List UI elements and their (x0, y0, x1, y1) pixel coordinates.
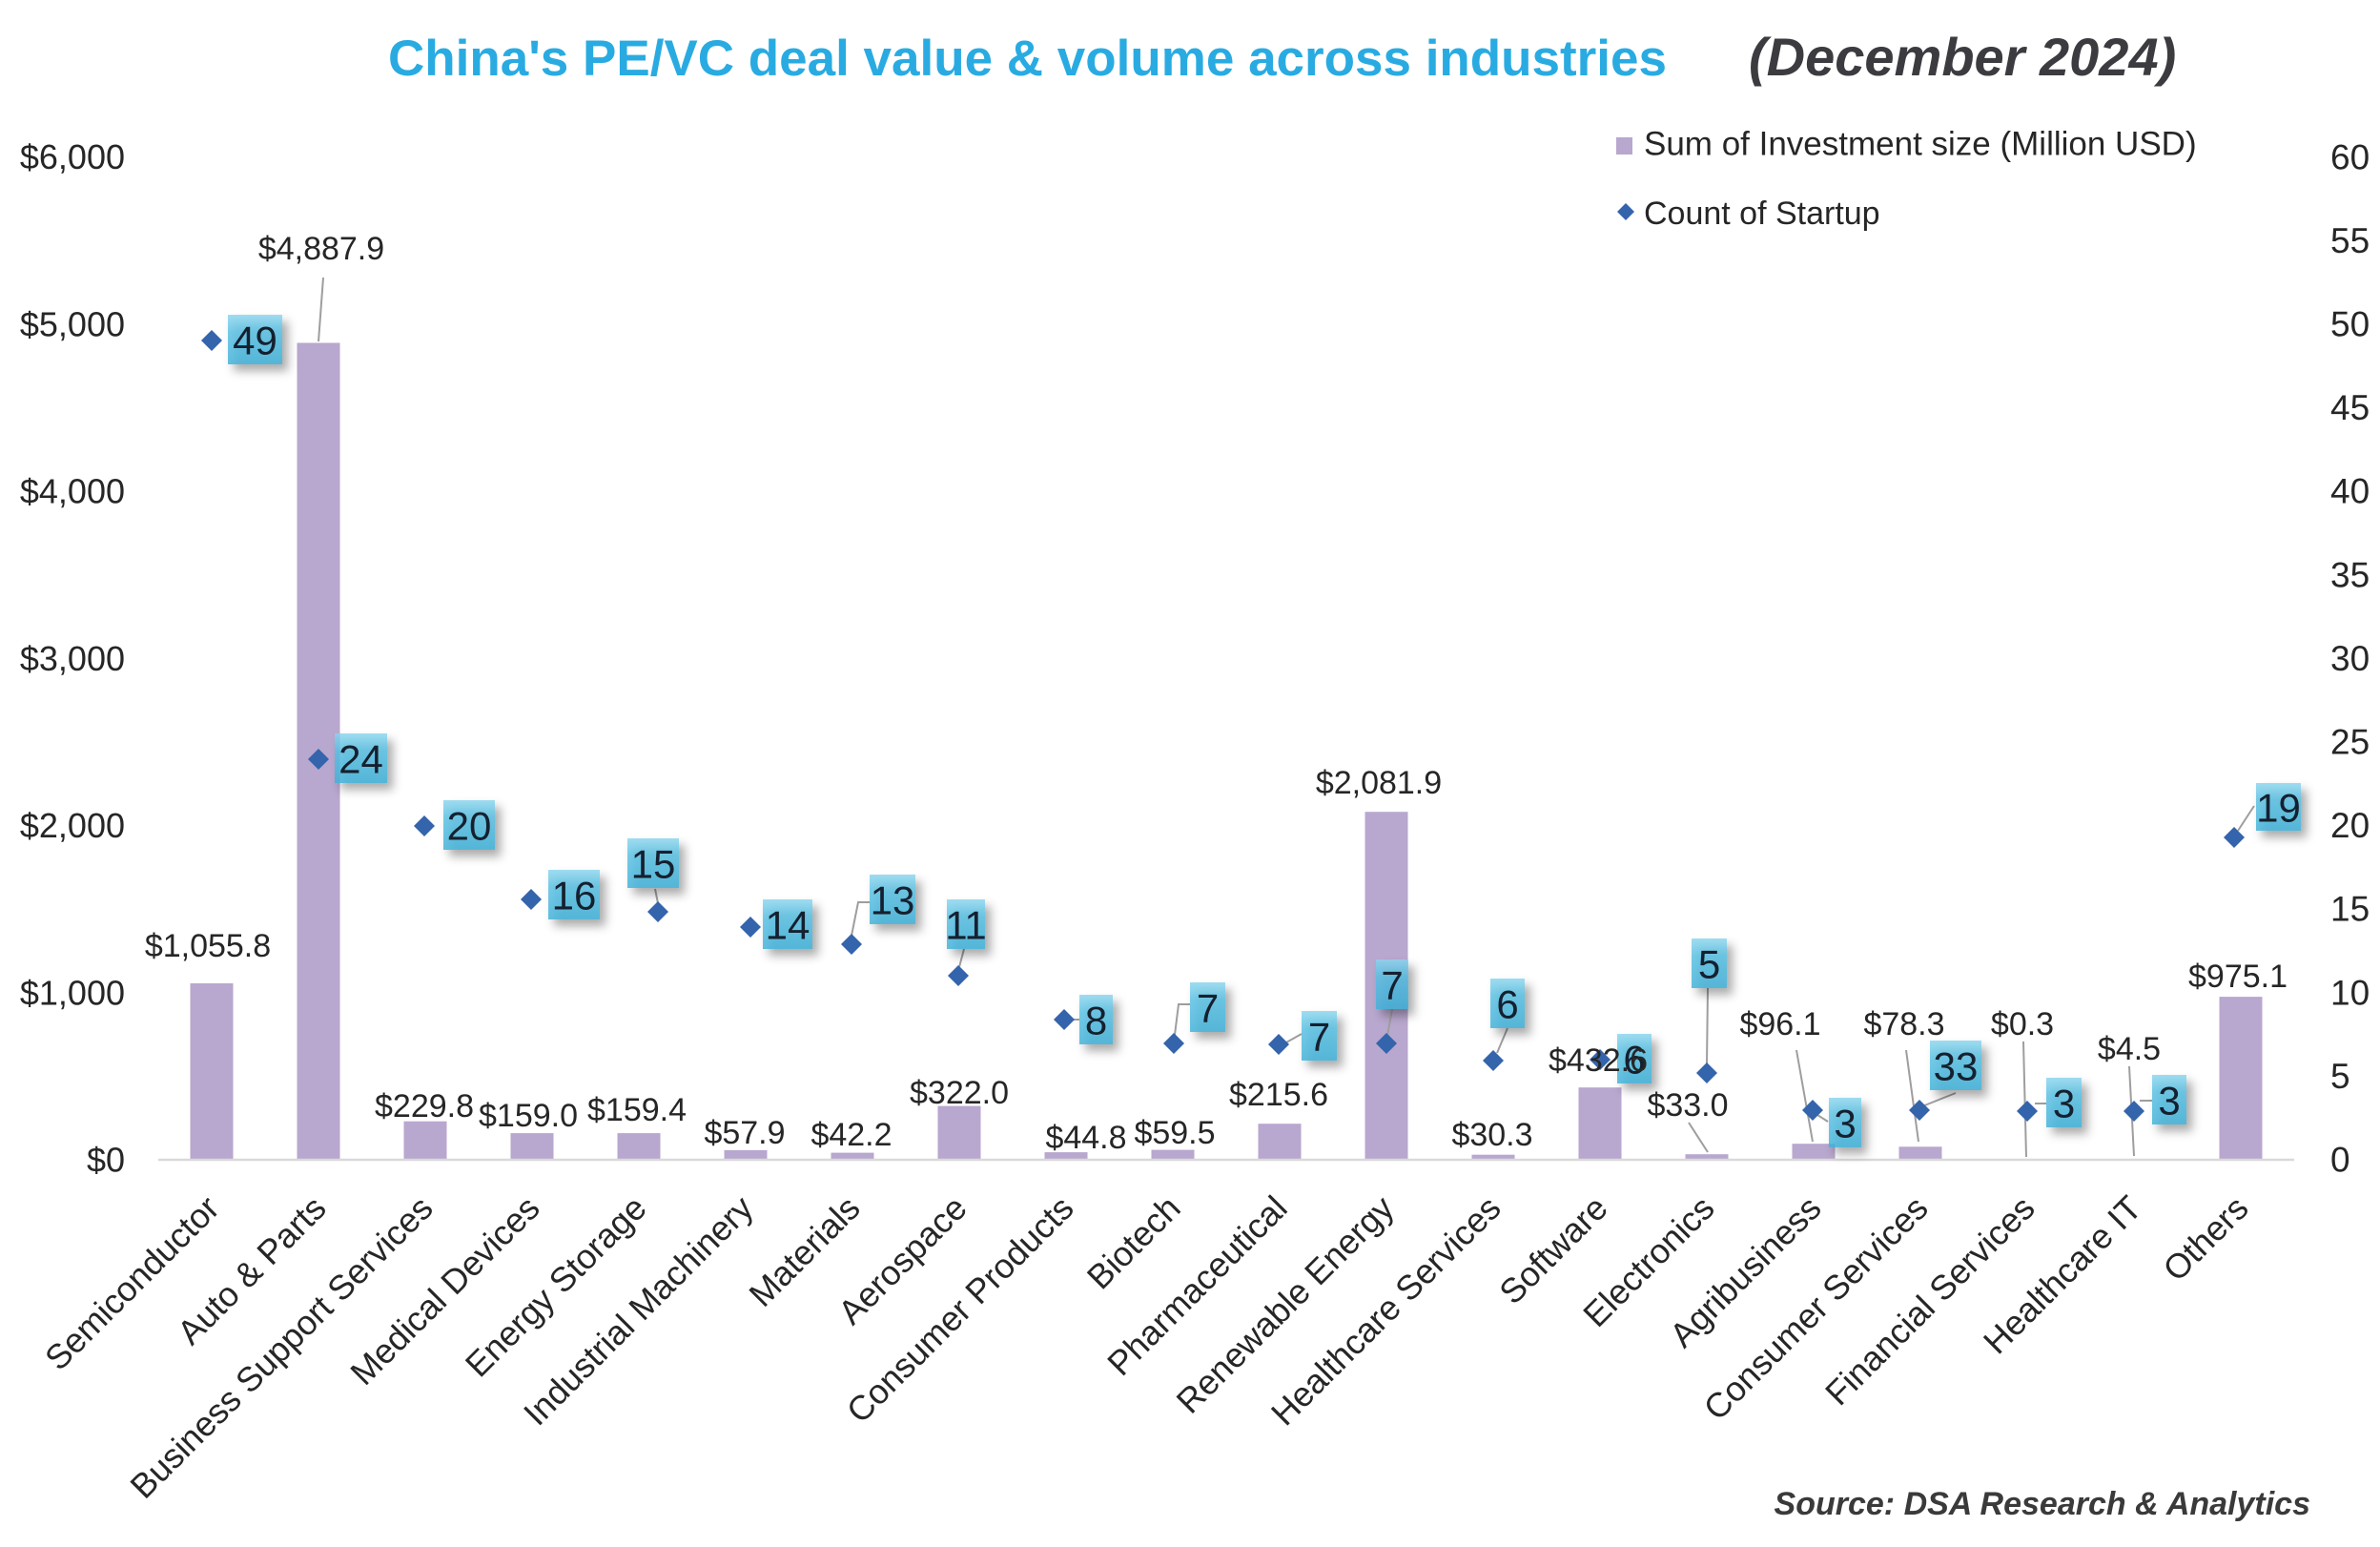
svg-text:5: 5 (2330, 1057, 2350, 1096)
svg-text:7: 7 (1308, 1015, 1330, 1060)
svg-text:$4.5: $4.5 (2098, 1031, 2161, 1067)
svg-text:19: 19 (2256, 786, 2301, 831)
svg-text:30: 30 (2330, 639, 2370, 678)
svg-text:6: 6 (1623, 1038, 1645, 1083)
svg-text:16: 16 (552, 874, 597, 918)
svg-text:$3,000: $3,000 (20, 639, 125, 678)
svg-text:Source: DSA Research & Analyti: Source: DSA Research & Analytics (1775, 1486, 2310, 1522)
svg-text:(December 2024): (December 2024) (1749, 27, 2176, 87)
svg-text:$2,081.9: $2,081.9 (1316, 765, 1442, 801)
svg-text:$30.3: $30.3 (1451, 1117, 1532, 1153)
svg-text:$59.5: $59.5 (1134, 1115, 1215, 1151)
svg-text:8: 8 (1085, 999, 1107, 1043)
svg-text:$42.2: $42.2 (810, 1117, 892, 1153)
svg-text:7: 7 (1381, 963, 1403, 1008)
svg-text:$2,000: $2,000 (20, 806, 125, 845)
svg-text:7: 7 (1197, 986, 1219, 1031)
svg-text:$78.3: $78.3 (1863, 1006, 1944, 1042)
svg-text:3: 3 (2158, 1079, 2180, 1124)
svg-text:49: 49 (233, 319, 277, 363)
svg-text:$229.8: $229.8 (375, 1088, 474, 1124)
svg-text:$57.9: $57.9 (704, 1115, 785, 1151)
svg-text:25: 25 (2330, 723, 2370, 762)
svg-text:$1,000: $1,000 (20, 973, 125, 1012)
svg-text:40: 40 (2330, 472, 2370, 511)
svg-text:5: 5 (1698, 942, 1720, 987)
svg-text:$4,887.9: $4,887.9 (258, 231, 384, 267)
svg-text:45: 45 (2330, 388, 2370, 427)
svg-text:$159.4: $159.4 (587, 1092, 687, 1128)
svg-text:$5,000: $5,000 (20, 304, 125, 343)
svg-text:$33.0: $33.0 (1647, 1087, 1728, 1124)
svg-text:$322.0: $322.0 (910, 1075, 1009, 1111)
svg-text:$215.6: $215.6 (1229, 1077, 1328, 1113)
svg-text:15: 15 (2330, 890, 2370, 929)
svg-text:6: 6 (1496, 982, 1518, 1027)
svg-text:50: 50 (2330, 305, 2370, 344)
svg-text:13: 13 (871, 878, 915, 923)
svg-text:14: 14 (766, 903, 810, 948)
svg-text:$4,000: $4,000 (20, 472, 125, 511)
svg-text:0: 0 (2330, 1141, 2350, 1180)
svg-text:24: 24 (339, 737, 383, 782)
svg-text:$432.6: $432.6 (1549, 1042, 1648, 1079)
svg-text:60: 60 (2330, 137, 2370, 176)
svg-text:3: 3 (1834, 1102, 1856, 1146)
svg-text:$975.1: $975.1 (2188, 959, 2288, 995)
svg-text:China's PE/VC deal value & vol: China's PE/VC deal value & volume across… (388, 31, 1667, 87)
svg-text:$159.0: $159.0 (479, 1098, 578, 1134)
svg-text:$44.8: $44.8 (1045, 1120, 1126, 1156)
svg-text:$6,000: $6,000 (20, 137, 125, 176)
svg-text:3: 3 (2053, 1082, 2075, 1126)
svg-text:$0.3: $0.3 (1991, 1006, 2054, 1042)
svg-text:Count of Startup: Count of Startup (1644, 196, 1880, 232)
svg-text:20: 20 (2330, 806, 2370, 845)
svg-text:55: 55 (2330, 221, 2370, 260)
svg-text:$96.1: $96.1 (1739, 1006, 1820, 1042)
svg-text:Sum of Investment size (Millio: Sum of Investment size (Million USD) (1644, 126, 2197, 163)
svg-text:33: 33 (1934, 1044, 1979, 1089)
svg-text:11: 11 (945, 903, 987, 948)
svg-text:$0: $0 (87, 1141, 125, 1180)
svg-text:20: 20 (447, 804, 492, 849)
svg-text:35: 35 (2330, 555, 2370, 594)
svg-text:10: 10 (2330, 973, 2370, 1012)
svg-text:15: 15 (631, 842, 676, 887)
svg-text:$1,055.8: $1,055.8 (145, 928, 271, 964)
